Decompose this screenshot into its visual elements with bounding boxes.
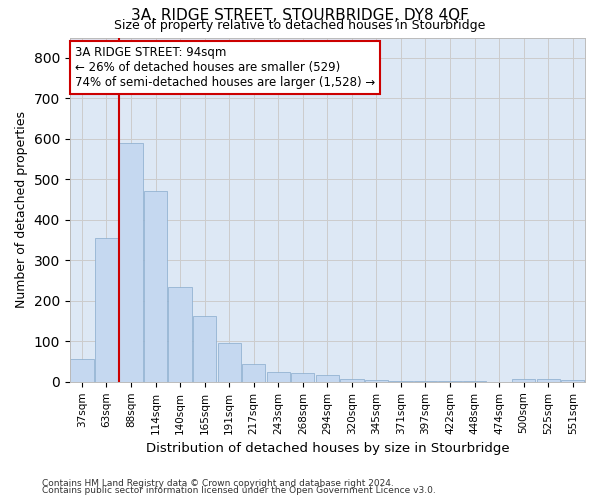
Bar — [242, 364, 265, 382]
Bar — [536, 378, 560, 382]
Text: Size of property relative to detached houses in Stourbridge: Size of property relative to detached ho… — [115, 18, 485, 32]
Bar — [169, 286, 192, 382]
Bar — [512, 378, 535, 382]
Bar — [144, 192, 167, 382]
Bar — [561, 380, 584, 382]
Text: Contains public sector information licensed under the Open Government Licence v3: Contains public sector information licen… — [42, 486, 436, 495]
X-axis label: Distribution of detached houses by size in Stourbridge: Distribution of detached houses by size … — [146, 442, 509, 455]
Bar — [365, 380, 388, 382]
Text: 3A RIDGE STREET: 94sqm
← 26% of detached houses are smaller (529)
74% of semi-de: 3A RIDGE STREET: 94sqm ← 26% of detached… — [75, 46, 375, 89]
Bar — [95, 238, 118, 382]
Bar — [70, 358, 94, 382]
Text: Contains HM Land Registry data © Crown copyright and database right 2024.: Contains HM Land Registry data © Crown c… — [42, 478, 394, 488]
Bar — [193, 316, 216, 382]
Bar — [340, 378, 364, 382]
Bar — [291, 373, 314, 382]
Bar — [266, 372, 290, 382]
Text: 3A, RIDGE STREET, STOURBRIDGE, DY8 4QF: 3A, RIDGE STREET, STOURBRIDGE, DY8 4QF — [131, 8, 469, 22]
Bar — [119, 143, 143, 382]
Y-axis label: Number of detached properties: Number of detached properties — [15, 111, 28, 308]
Bar — [316, 374, 339, 382]
Bar — [389, 380, 413, 382]
Bar — [218, 343, 241, 382]
